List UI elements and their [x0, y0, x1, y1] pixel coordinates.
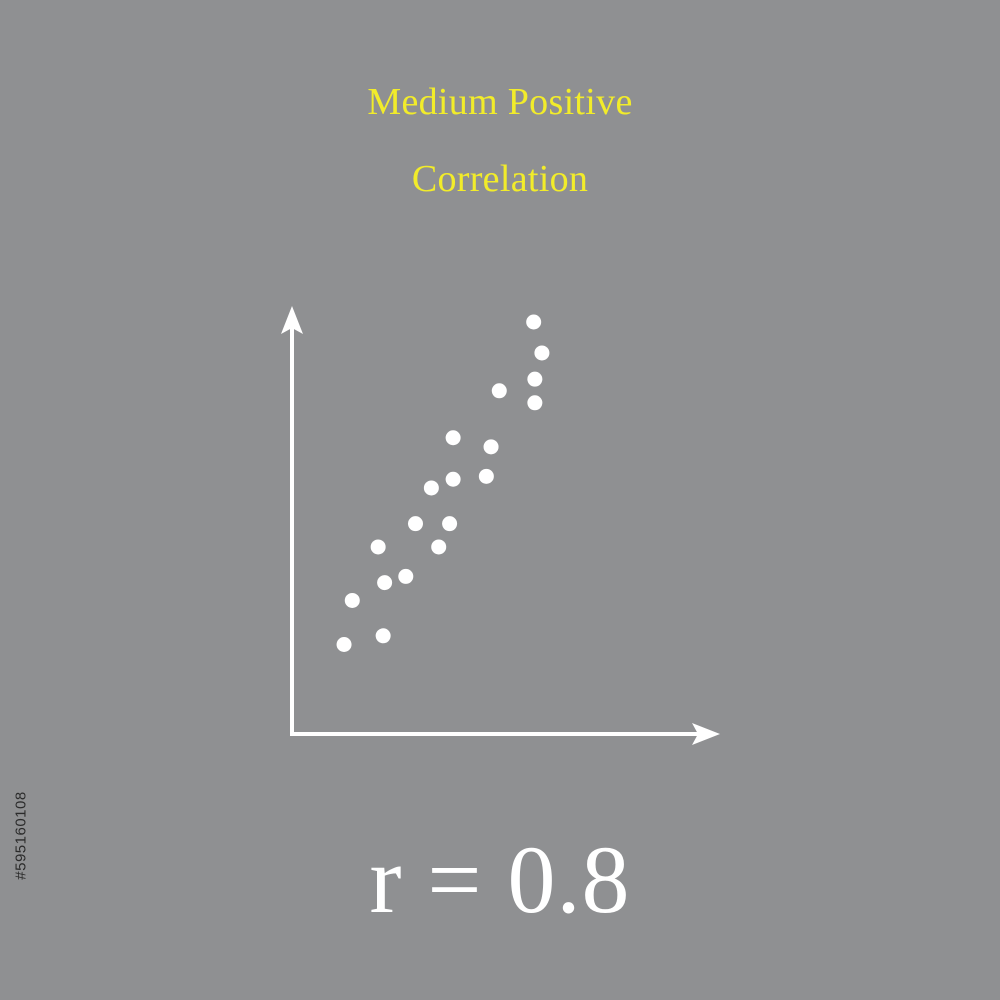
data-point: [442, 516, 458, 532]
data-point: [370, 539, 386, 555]
data-point: [423, 480, 439, 496]
data-point: [445, 430, 461, 446]
data-point: [344, 592, 360, 608]
data-point: [491, 383, 507, 399]
image-id-text: #595160108: [12, 790, 30, 880]
image-id-label: #595160108: [8, 770, 34, 900]
data-point: [445, 471, 461, 487]
data-point: [375, 628, 391, 644]
correlation-formula: r = 0.8: [369, 826, 631, 933]
data-point: [377, 575, 393, 591]
data-point: [431, 539, 447, 555]
data-point: [527, 395, 543, 411]
data-point: [534, 345, 550, 361]
data-points: [336, 314, 550, 653]
data-point: [527, 371, 543, 387]
data-point: [336, 637, 352, 653]
data-point: [526, 314, 542, 330]
data-point: [478, 468, 494, 484]
chart-title-line-1: Medium Positive: [367, 81, 633, 123]
chart-axes: [281, 306, 720, 745]
x-axis-arrow-icon: [692, 723, 720, 745]
data-point: [407, 516, 423, 532]
data-point: [398, 568, 414, 584]
y-axis-arrow-icon: [281, 306, 303, 334]
data-point: [483, 439, 499, 455]
chart-title-line-2: Correlation: [411, 158, 589, 200]
